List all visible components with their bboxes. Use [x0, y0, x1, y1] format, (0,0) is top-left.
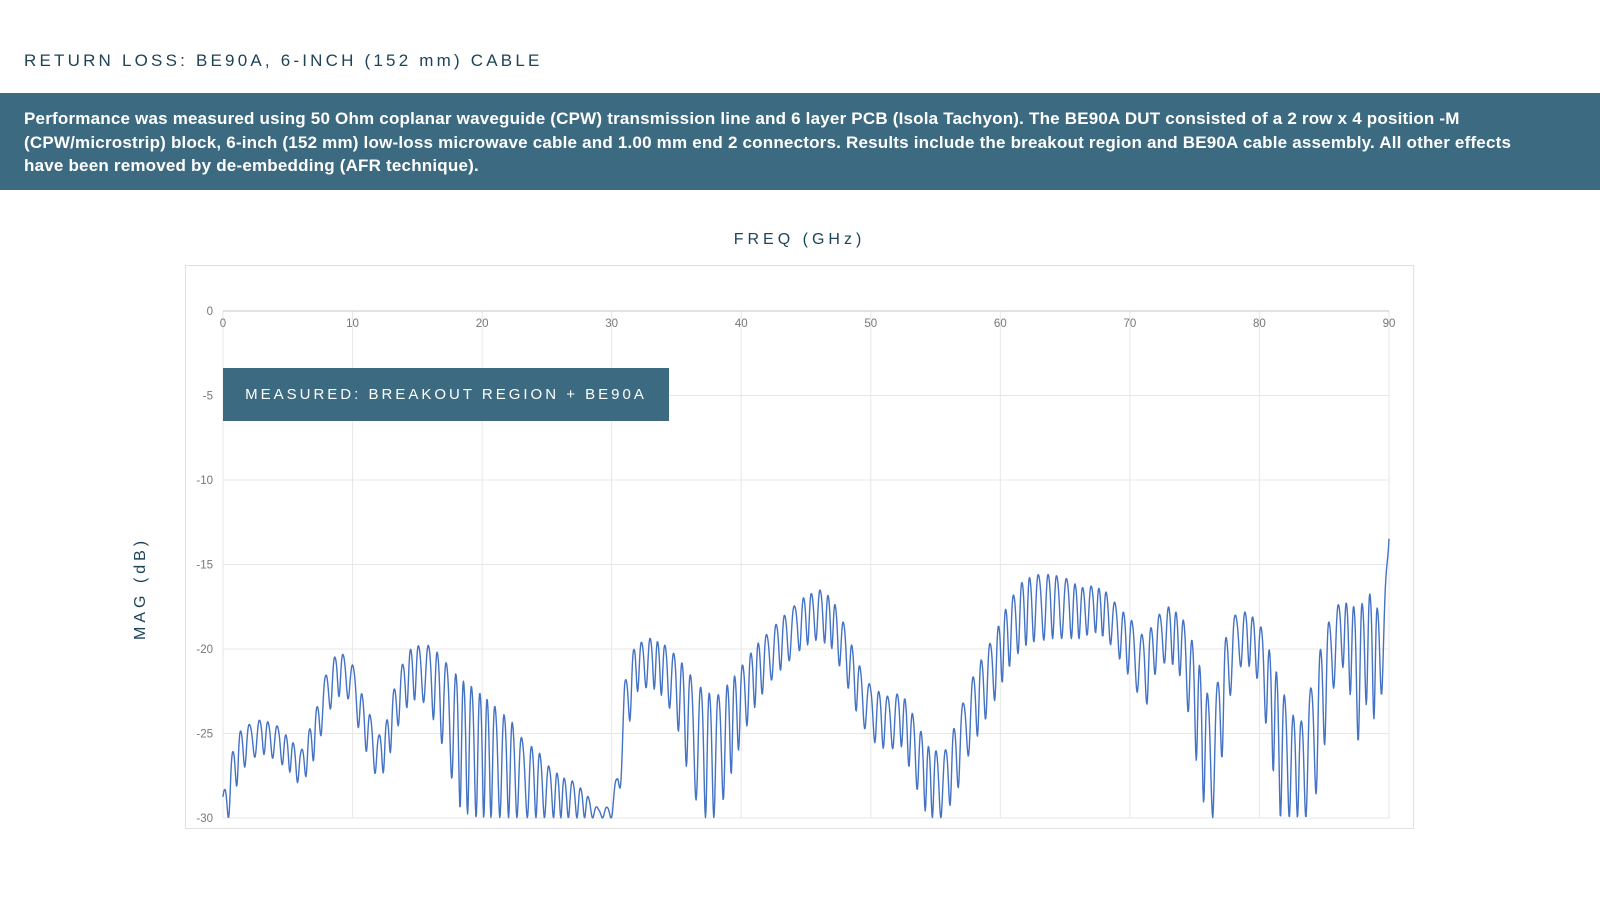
y-tick-label: 0 — [207, 306, 213, 318]
x-tick-label: 40 — [735, 318, 748, 330]
y-tick-label: -30 — [196, 813, 213, 825]
plot-canvas: 0 10 20 30 40 50 60 70 80 90 0 -5 -10 -15 -20 -25 -30 — [196, 306, 1396, 825]
x-tick-label: 90 — [1383, 318, 1396, 330]
y-tick-label: -10 — [196, 475, 213, 487]
measured-trace — [222, 538, 1390, 819]
return-loss-chart: 0 10 20 30 40 50 60 70 80 90 0 -5 -10 -15 -20 -25 -30 ME… — [185, 265, 1414, 829]
x-tick-label: 60 — [994, 318, 1007, 330]
y-tick-label: -5 — [203, 391, 213, 403]
x-tick-label: 70 — [1123, 318, 1136, 330]
x-tick-label: 30 — [605, 318, 618, 330]
y-axis-title: MAG (dB) — [132, 536, 149, 640]
description-text: Performance was measured using 50 Ohm co… — [24, 109, 1512, 175]
legend: MEASURED: BREAKOUT REGION + BE90A — [223, 368, 669, 421]
legend-label: MEASURED: BREAKOUT REGION + BE90A — [245, 386, 647, 403]
x-tick-label: 20 — [476, 318, 489, 330]
y-tick-label: -20 — [196, 644, 213, 656]
description-banner: Performance was measured using 50 Ohm co… — [0, 93, 1600, 190]
page-title: RETURN LOSS: BE90A, 6-INCH (152 mm) CABL… — [24, 51, 543, 70]
y-tick-label: -25 — [196, 729, 213, 741]
x-axis-title: FREQ (GHz) — [733, 231, 866, 248]
x-tick-label: 80 — [1253, 318, 1266, 330]
y-tick-label: -15 — [196, 560, 213, 572]
x-tick-label: 10 — [346, 318, 359, 330]
x-tick-label: 0 — [220, 318, 226, 330]
x-tick-label: 50 — [864, 318, 877, 330]
